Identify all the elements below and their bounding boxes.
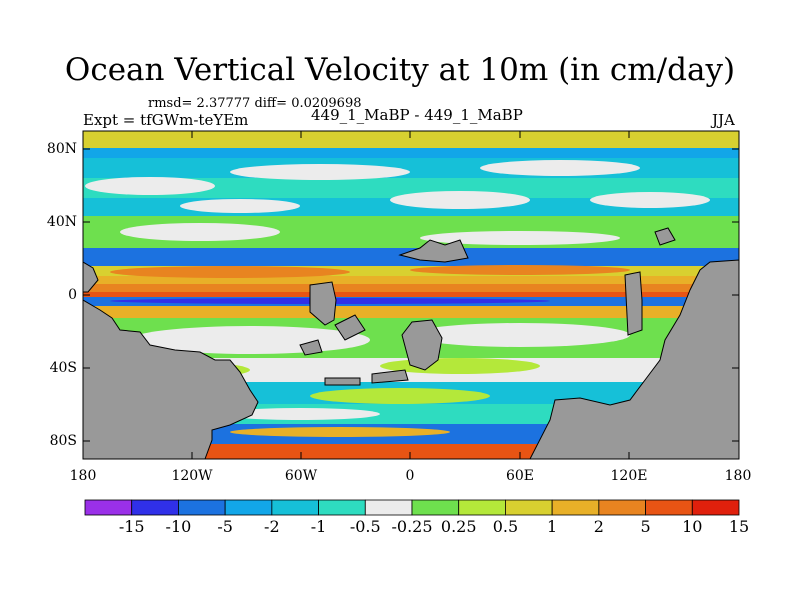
land-maritime-continent — [624, 271, 643, 336]
experiment-label: Expt = tfGWm-teYEm — [83, 111, 249, 129]
lat-label-0: 0 — [68, 287, 77, 303]
land-island — [299, 339, 323, 356]
colorbar-swatch — [84, 499, 133, 516]
lat-label-80s: 80S — [49, 433, 77, 449]
lat-label-40n: 40N — [46, 214, 77, 230]
colorbar-swatch — [598, 499, 646, 516]
band-arctic-upwelling — [83, 148, 739, 158]
positive-region — [230, 427, 450, 437]
weak-region — [120, 223, 280, 241]
land-south-america — [83, 299, 259, 459]
colorbar-label: -1 — [310, 517, 327, 536]
colorbar-label: 1 — [547, 517, 558, 536]
colorbar-swatch — [458, 499, 506, 516]
band-arctic-positive — [83, 131, 739, 151]
weak-region — [220, 408, 380, 420]
land-mediterranean — [398, 239, 469, 263]
colorbar-swatch — [318, 499, 366, 516]
colorbar-label: 2 — [593, 517, 604, 536]
strong-region — [110, 266, 350, 278]
colorbar-swatch — [551, 499, 600, 516]
case-label: 449_1_MaBP - 449_1_MaBP — [311, 106, 523, 124]
land-north-america — [83, 261, 99, 293]
weak-region — [480, 160, 640, 176]
weak-region — [420, 231, 620, 245]
colorbar-label: 5 — [640, 517, 651, 536]
colorbar-label: 10 — [682, 517, 703, 536]
colorbar-swatch — [411, 499, 460, 516]
velocity-field — [83, 131, 739, 459]
land-africa — [401, 319, 443, 371]
colorbar-swatch — [271, 499, 319, 516]
band-tropics-strong — [83, 276, 739, 284]
colorbar-swatch — [645, 499, 693, 516]
land-island — [371, 369, 409, 384]
colorbar-swatch — [691, 499, 740, 516]
band-north-midlat-weak — [83, 178, 739, 198]
band-south-tropics — [83, 306, 739, 318]
colorbar-swatch — [505, 499, 553, 516]
band-tropics-positive — [83, 266, 739, 276]
colorbar-label: -0.25 — [391, 517, 433, 536]
lon-label-120w: 120W — [171, 468, 213, 484]
lon-label-60w: 60W — [284, 468, 318, 484]
colorbar-swatch — [364, 499, 413, 516]
lon-label-120e: 120E — [610, 468, 648, 484]
weak-region — [230, 164, 410, 180]
land-asia-coast — [654, 227, 676, 246]
land-australia-antarctica — [529, 259, 739, 459]
lat-label-40s: 40S — [49, 360, 77, 376]
colorbar-label: -10 — [165, 517, 192, 536]
weak-region — [410, 323, 630, 347]
lon-label-180w: 180 — [69, 468, 97, 484]
land-central-america — [309, 281, 337, 326]
colorbar-label: -0.5 — [349, 517, 381, 536]
strong-region — [410, 265, 630, 275]
land-island — [334, 314, 366, 341]
season-label: JJA — [712, 111, 735, 129]
colorbar-label: -5 — [217, 517, 233, 536]
lon-label-60e: 60E — [505, 468, 535, 484]
stats-text: rmsd= 2.37777 diff= 0.0209698 — [148, 96, 362, 111]
weak-region — [590, 192, 710, 208]
lon-label-180e: 180 — [724, 468, 752, 484]
lon-label-0: 0 — [405, 468, 415, 484]
weak-region — [180, 199, 300, 213]
colorbar-label: 0.25 — [440, 517, 477, 536]
lat-ticks — [83, 148, 739, 442]
lat-label-80n: 80N — [46, 141, 77, 157]
colorbar-swatch — [131, 499, 179, 516]
colorbar-label: -15 — [118, 517, 145, 536]
colorbar-label: 0.5 — [492, 517, 519, 536]
weak-region — [85, 177, 215, 195]
band-equator-north — [83, 284, 739, 292]
land-mask — [83, 227, 739, 459]
land-island — [324, 377, 361, 386]
chart-title: Ocean Vertical Velocity at 10m (in cm/da… — [64, 52, 736, 88]
lon-ticks — [191, 131, 630, 459]
colorbar-label: 15 — [728, 517, 750, 536]
colorbar-swatch — [224, 499, 273, 516]
band-equator — [83, 292, 739, 297]
colorbar-label: -2 — [264, 517, 280, 536]
weak-region — [390, 191, 530, 209]
positive-region — [310, 388, 490, 404]
colorbar — [84, 499, 740, 516]
colorbar-swatch — [178, 499, 226, 516]
